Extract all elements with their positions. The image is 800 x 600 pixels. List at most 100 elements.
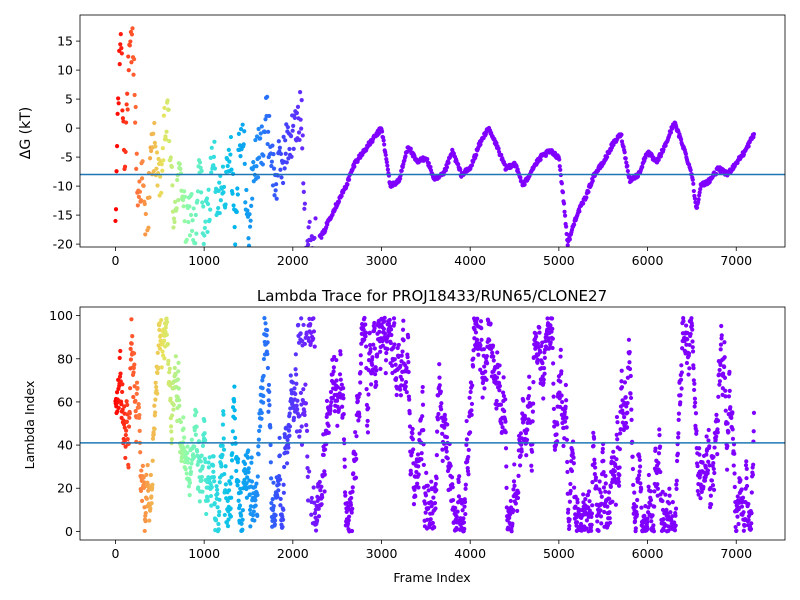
lambda-point (574, 523, 579, 528)
lambda-point (405, 355, 410, 360)
lambda-point (131, 394, 136, 400)
lambda-point (529, 449, 535, 454)
lambda-point (751, 429, 756, 434)
lambda-point (309, 512, 314, 517)
lambda-point (454, 525, 459, 531)
delta-g-point (425, 156, 430, 162)
lambda-point (200, 443, 206, 448)
delta-g-point (274, 182, 279, 187)
lambda-point (690, 345, 695, 350)
lambda-point (206, 460, 211, 465)
lambda-point (523, 431, 529, 436)
lambda-point (250, 513, 256, 518)
lambda-point (245, 455, 251, 460)
lambda-point (614, 414, 620, 420)
lambda-point (653, 446, 658, 451)
lambda-point (332, 409, 338, 414)
lambda-point (469, 408, 474, 413)
delta-g-point (302, 206, 307, 211)
delta-g-point (193, 241, 198, 246)
lambda-point (138, 450, 143, 455)
delta-g-point (154, 166, 159, 171)
delta-g-x-tick-label: 0 (111, 253, 119, 268)
delta-g-point (171, 216, 177, 221)
lambda-point (470, 383, 475, 388)
lambda-point (131, 351, 137, 356)
delta-g-point (211, 163, 216, 168)
lambda-point (273, 513, 278, 518)
delta-g-point (238, 127, 244, 132)
lambda-point (265, 327, 270, 333)
lambda-point (702, 478, 708, 483)
lambda-point (518, 431, 524, 436)
lambda-point (708, 493, 713, 498)
lambda-point (607, 516, 612, 521)
lambda-point (569, 468, 575, 474)
lambda-point (601, 470, 606, 475)
lambda-point (591, 436, 597, 441)
lambda-point (530, 419, 535, 424)
lambda-point (455, 509, 460, 514)
delta-g-point (300, 146, 305, 151)
lambda-point (461, 520, 467, 525)
lambda-point (384, 339, 389, 344)
delta-g-point (122, 164, 128, 169)
lambda-point (420, 389, 425, 394)
lambda-point (145, 463, 150, 468)
lambda-point (718, 342, 724, 347)
lambda-point (416, 485, 421, 490)
lambda-point (652, 504, 657, 509)
delta-g-point (147, 195, 152, 200)
lambda-point (316, 514, 322, 519)
delta-g-point (586, 189, 591, 195)
lambda-point (272, 522, 277, 527)
lambda-point (358, 353, 363, 358)
delta-g-point (218, 198, 223, 203)
lambda-point (317, 479, 322, 485)
lambda-point (321, 452, 326, 458)
lambda-point (749, 521, 754, 526)
lambda-point (436, 411, 441, 417)
delta-g-point (691, 188, 696, 194)
lambda-point (226, 517, 231, 522)
lambda-point (674, 458, 680, 464)
lambda-point (712, 445, 717, 450)
lambda-point (481, 347, 487, 352)
lambda-point (719, 323, 724, 329)
lambda-point (316, 506, 321, 511)
lambda-point (277, 453, 282, 458)
lambda-point (698, 472, 703, 477)
delta-g-point (123, 149, 128, 154)
lambda-point (170, 413, 175, 418)
delta-g-x-tick-label: 2000 (277, 253, 309, 268)
delta-g-point (133, 120, 138, 125)
delta-g-point (152, 120, 157, 126)
lambda-point (511, 508, 516, 513)
lambda-point (729, 415, 734, 420)
lambda-point (734, 528, 739, 533)
lambda-point (233, 435, 238, 440)
lambda-point (444, 435, 450, 440)
lambda-point (430, 520, 435, 526)
delta-g-point (228, 152, 233, 157)
lambda-point (172, 365, 177, 371)
lambda-point (120, 407, 125, 412)
lambda-point (709, 502, 714, 507)
lambda-point (622, 380, 628, 385)
lambda-point (278, 496, 283, 502)
lambda-point (586, 489, 592, 494)
lambda-point (129, 317, 134, 322)
lambda-point (369, 382, 374, 387)
lambda-point (612, 469, 617, 474)
lambda-point (685, 330, 690, 336)
lambda-point (187, 480, 193, 485)
lambda-point (242, 461, 248, 466)
lambda-point (448, 463, 453, 468)
lambda-point (420, 384, 425, 390)
lambda-point (593, 465, 598, 470)
lambda-point (236, 457, 241, 462)
lambda-point (484, 377, 489, 382)
delta-g-point (346, 177, 352, 182)
lambda-point (469, 412, 474, 418)
lambda-point (619, 368, 624, 373)
